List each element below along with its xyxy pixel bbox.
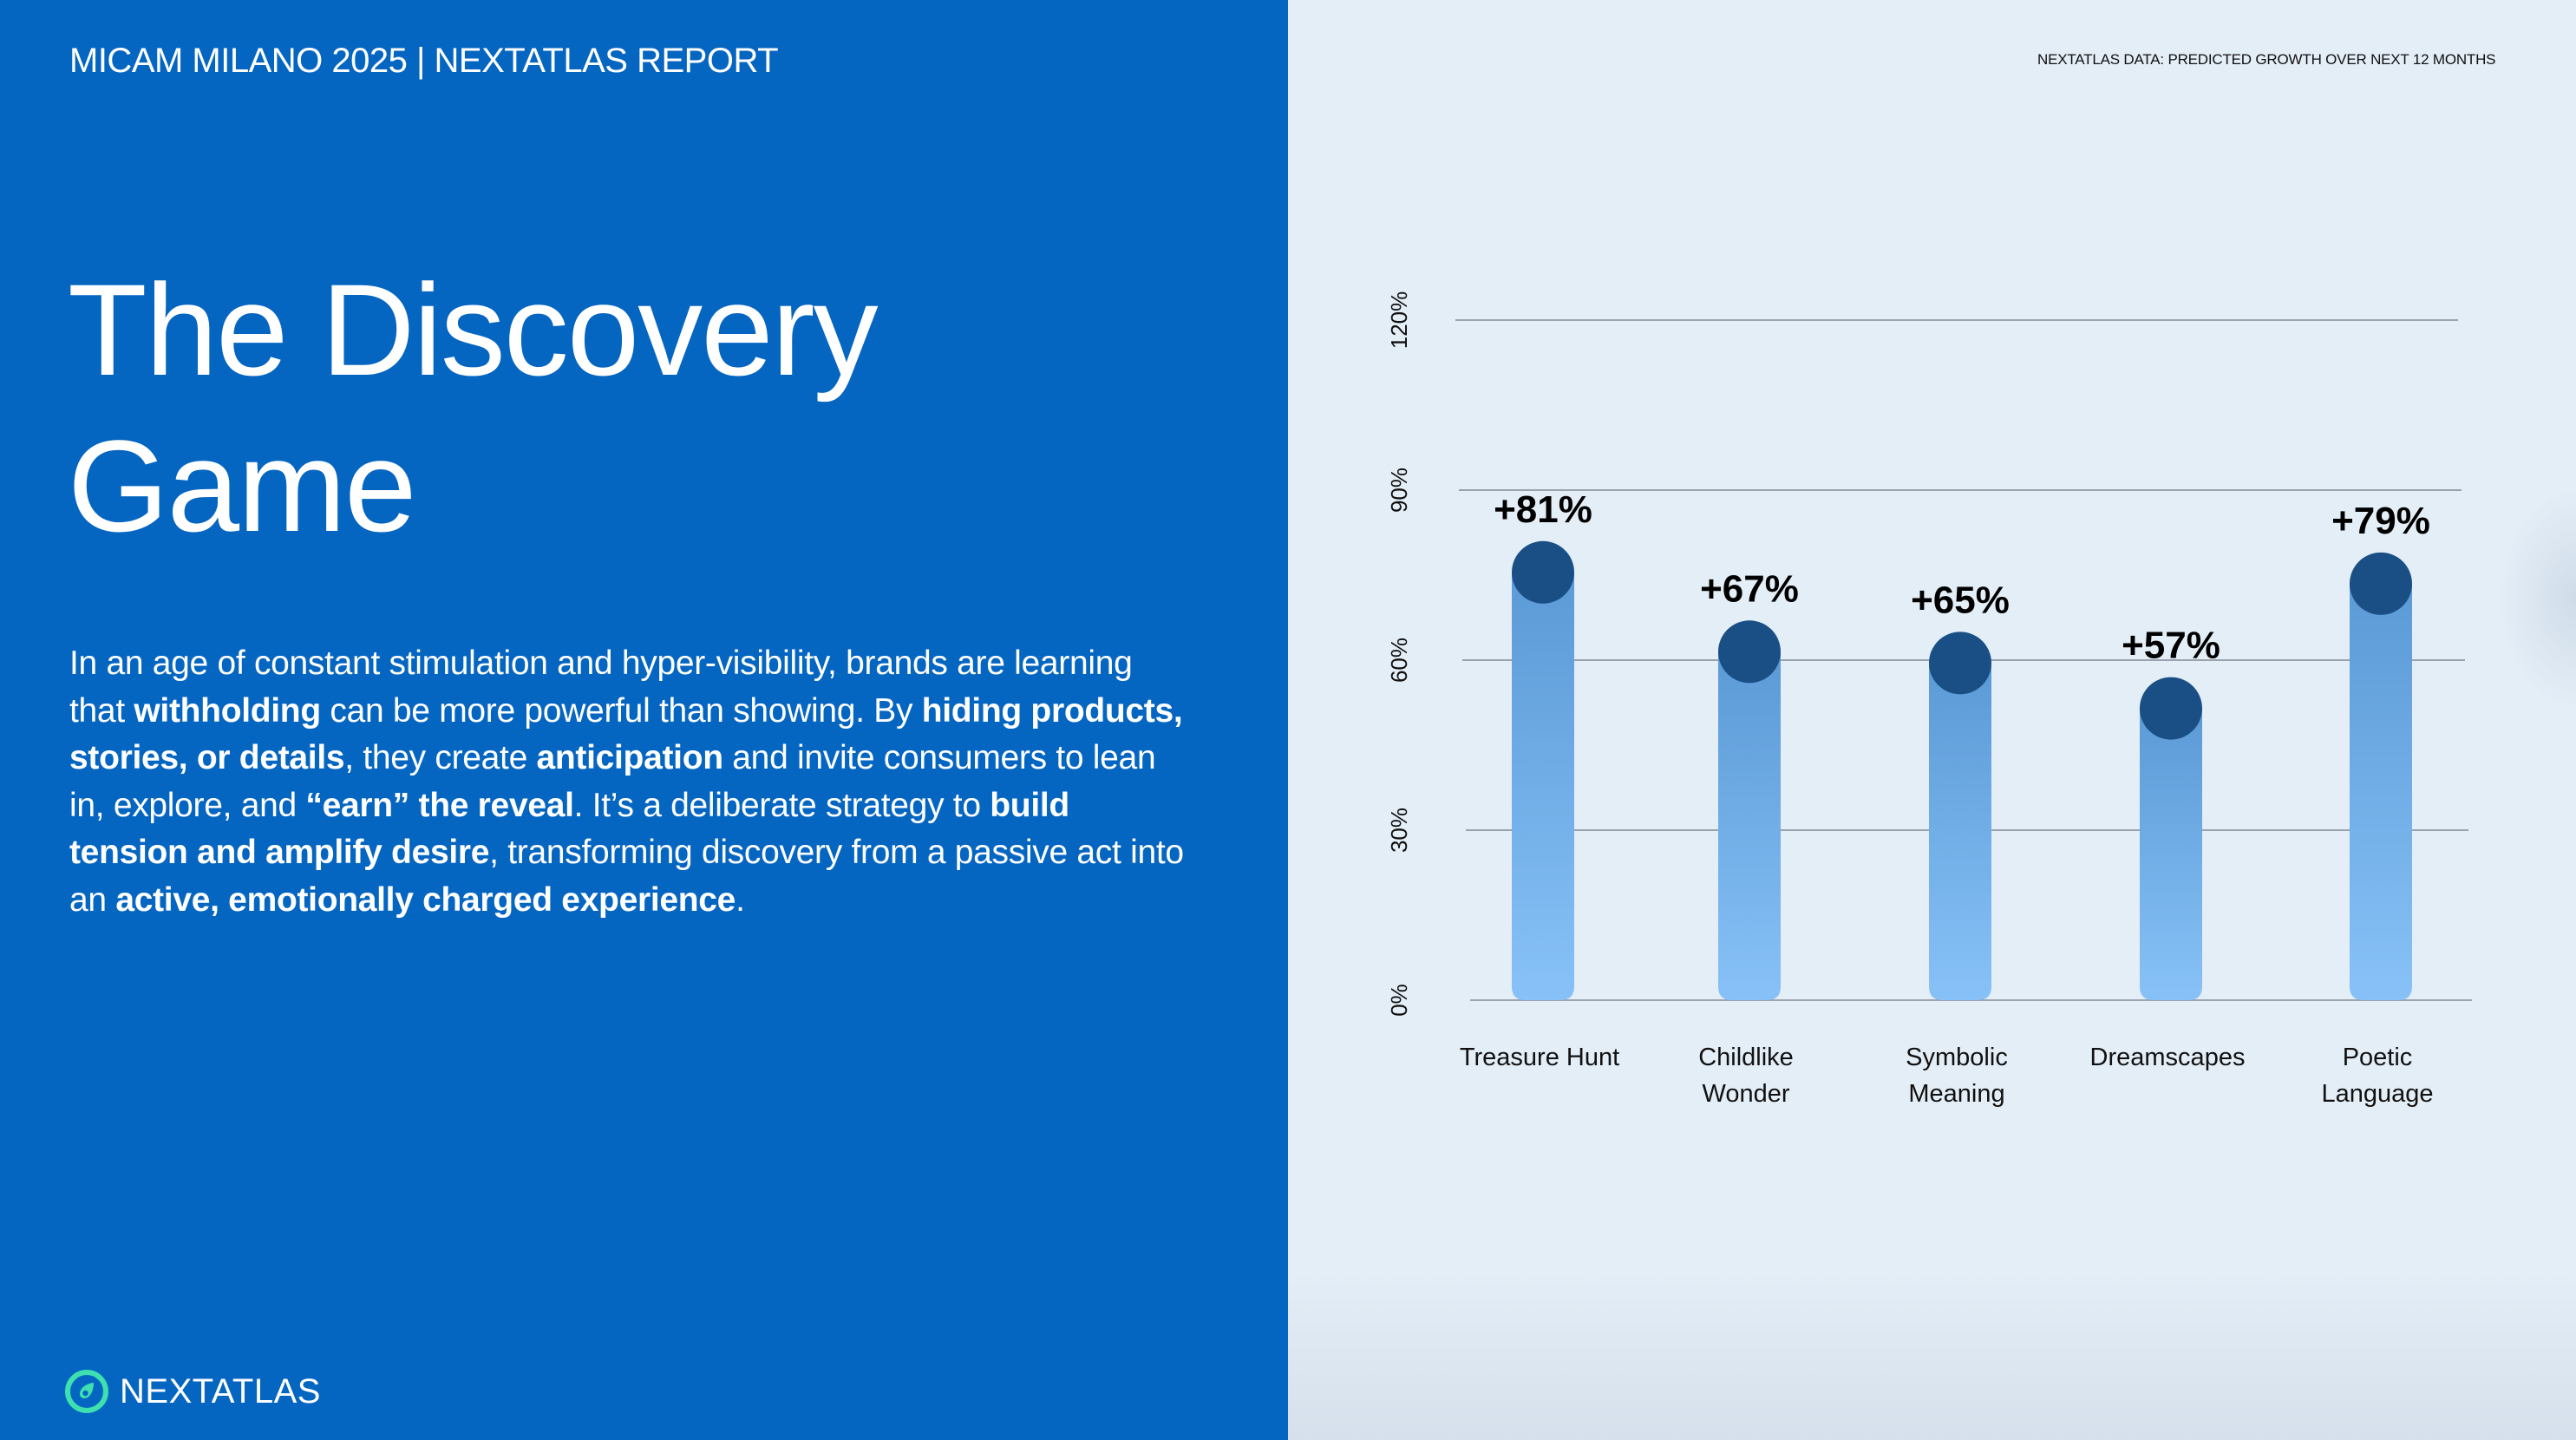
nextatlas-logo: NEXTATLAS xyxy=(62,1367,321,1416)
x-tick-label: Language xyxy=(2321,1080,2433,1108)
body-emphasis: hiding products, stories, or details xyxy=(69,691,1183,777)
left-panel: MICAM MILANO 2025 | NEXTATLAS REPORT The… xyxy=(0,0,1288,1440)
data-label: +65% xyxy=(1911,579,2010,621)
body-emphasis: “earn” the reveal xyxy=(305,786,574,824)
x-tick-label: Poetic xyxy=(2343,1044,2413,1071)
x-tick-label: Symbolic xyxy=(1906,1044,2008,1071)
y-tick-label: 0% xyxy=(1386,984,1412,1017)
chart-caption: NEXTATLAS DATA: PREDICTED GROWTH OVER NE… xyxy=(2037,51,2496,68)
bar xyxy=(2350,583,2412,1000)
data-label: +67% xyxy=(1700,567,1799,610)
report-title: MICAM MILANO 2025 | NEXTATLAS REPORT xyxy=(69,42,779,80)
bar xyxy=(1512,572,1574,1000)
y-tick-label: 90% xyxy=(1386,468,1412,513)
y-axis-ticks: 0% 30% 60% 90% 120% xyxy=(1386,291,1412,1017)
body-run: . xyxy=(736,880,745,919)
body-emphasis: anticipation xyxy=(536,739,724,776)
bar-cap xyxy=(2140,677,2202,740)
body-emphasis: active, emotionally charged experience xyxy=(115,880,736,919)
bar xyxy=(2140,708,2202,1000)
logo-text-bold: ATLAS xyxy=(211,1371,321,1411)
data-label: +57% xyxy=(2122,625,2220,667)
data-label: +81% xyxy=(1494,488,1592,531)
body-emphasis: withholding xyxy=(134,691,321,730)
x-tick-label: Meaning xyxy=(1908,1080,2004,1108)
bar-cap xyxy=(1718,620,1781,684)
body-run: and invite consumers to lean in, explore… xyxy=(69,739,1156,824)
bar xyxy=(1718,651,1781,1000)
x-tick-label: Childlike xyxy=(1698,1044,1794,1071)
bars xyxy=(1512,540,2412,1000)
nextatlas-compass-icon xyxy=(65,1370,108,1413)
y-tick-label: 60% xyxy=(1386,638,1412,683)
logo-text: NEXTATLAS xyxy=(120,1372,321,1411)
bar-cap xyxy=(2350,552,2412,615)
data-label: +79% xyxy=(2331,500,2430,542)
body-emphasis: build tension and amplify desire xyxy=(69,786,1069,872)
value-labels: +81% +67% +65% +57% +79% xyxy=(1494,488,2430,667)
bar-cap xyxy=(1929,632,1991,695)
logo-text-light: NEXT xyxy=(120,1371,212,1411)
body-run: , they create xyxy=(344,739,537,776)
body-run: In an age of constant stimulation and hy… xyxy=(69,645,1133,730)
page-title-line-2: Game xyxy=(68,413,416,559)
y-tick-label: 30% xyxy=(1386,808,1412,853)
x-tick-label: Dreamscapes xyxy=(2090,1044,2246,1071)
bar xyxy=(1929,663,1991,1000)
body-run: , transforming discovery from a passive … xyxy=(69,834,1184,919)
category-labels: Treasure Hunt Childlike Wonder Symbolic Mean… xyxy=(1460,1044,2434,1108)
body-paragraph: In an age of constant stimulation and hy… xyxy=(69,640,1188,924)
x-tick-label: Wonder xyxy=(1702,1080,1789,1108)
x-tick-label: Treasure Hunt xyxy=(1460,1044,1619,1071)
body-run: . It’s a deliberate strategy to xyxy=(573,786,991,824)
page-title: The Discovery Game xyxy=(68,252,879,564)
body-run: can be more powerful than showing. By xyxy=(320,691,922,730)
page-title-line-1: The Discovery xyxy=(68,257,879,403)
y-tick-label: 120% xyxy=(1386,291,1412,350)
bar-cap xyxy=(1512,540,1574,604)
